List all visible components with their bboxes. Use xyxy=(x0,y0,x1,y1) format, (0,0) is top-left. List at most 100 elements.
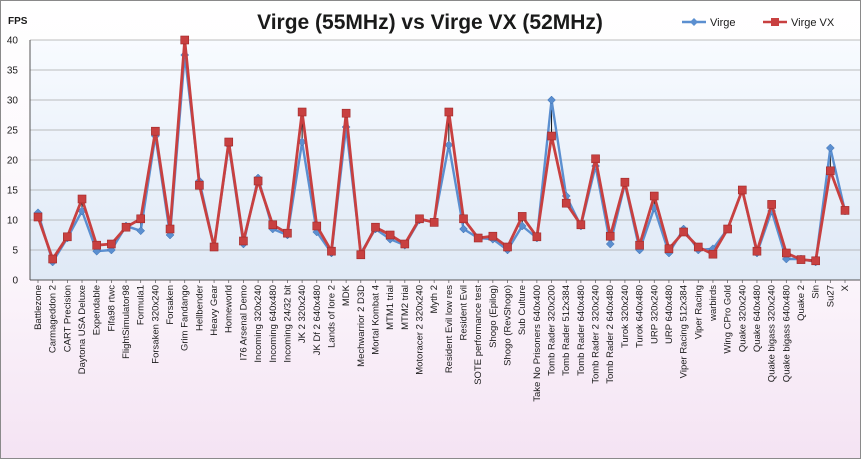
x-tick-label: warbirds xyxy=(708,285,719,322)
x-tick-label: Tomb Rader 2 320x240 xyxy=(591,285,602,384)
data-point-virge-vx xyxy=(224,137,234,147)
x-tick-label: Incoming 24/32 bit xyxy=(282,285,293,363)
y-tick-label: 5 xyxy=(12,246,18,257)
data-point-virge-vx xyxy=(840,206,850,215)
data-point-virge-vx xyxy=(356,250,366,260)
x-tick-label: Homeworld xyxy=(224,285,235,333)
x-tick-label: JK 2 320x240 xyxy=(297,285,308,343)
data-point-virge-vx xyxy=(121,222,131,232)
data-point-virge-vx xyxy=(737,185,747,195)
chart-title: Virge (55MHz) vs Virge VX (52MHz) xyxy=(257,11,603,34)
x-tick-label: Tomb Rader 320x200 xyxy=(547,285,558,376)
data-point-virge-vx xyxy=(620,177,630,187)
data-point-virge-vx xyxy=(547,131,556,141)
x-tick-label: Tomb Rader 2 640x480 xyxy=(605,285,616,384)
x-tick-label: Forsaken xyxy=(165,285,176,325)
y-tick-label: 10 xyxy=(7,216,19,227)
x-tick-label: Mortal Kombat 4 xyxy=(370,285,381,355)
data-point-virge-vx xyxy=(635,240,644,250)
x-tick-label: Expendable xyxy=(92,285,103,335)
x-tick-label: Motoracer 2 320x240 xyxy=(414,285,425,375)
data-point-virge-vx xyxy=(283,228,292,238)
data-point-virge-vx xyxy=(239,236,248,246)
data-point-virge-vx xyxy=(107,239,116,249)
data-point-virge-vx xyxy=(297,107,307,117)
x-tick-label: Fifa98 rtwc xyxy=(106,285,117,332)
data-point-virge xyxy=(825,143,835,153)
y-tick-label: 30 xyxy=(7,96,19,107)
x-tick-label: Incoming 320x240 xyxy=(253,285,264,363)
data-point-virge-vx xyxy=(811,256,820,266)
y-axis-ticks: 0 5 10 15 20 25 30 35 40 xyxy=(7,36,19,287)
y-tick-label: 0 xyxy=(12,276,18,287)
legend-label: Virge xyxy=(710,17,735,29)
data-point-virge-vx xyxy=(209,242,219,252)
data-point-virge-vx xyxy=(33,212,43,222)
series-layer xyxy=(33,35,850,267)
x-tick-label: Su27 xyxy=(825,285,836,307)
data-point-virge-vx xyxy=(488,231,498,241)
x-tick-label: Mechwarrior 2 D3D xyxy=(356,285,367,367)
legend-marker xyxy=(690,18,698,26)
x-tick-label: MDK xyxy=(341,284,352,306)
data-point-virge-vx xyxy=(136,214,146,224)
data-point-virge-vx xyxy=(165,224,175,234)
y-tick-label: 20 xyxy=(7,156,19,167)
x-tick-label: Battlezone xyxy=(33,285,44,330)
x-tick-label: MTM2 trial xyxy=(400,285,411,330)
x-tick-label: Tomb Rader 512x384 xyxy=(561,285,572,376)
x-tick-label: I76 Arsenal Demo xyxy=(238,285,249,361)
x-axis-ticks: Battlezone Carmageddon 2 CART Precision Day… xyxy=(33,280,851,402)
x-tick-label: Forsaken 320x240 xyxy=(150,285,161,364)
x-tick-label: Lands of lore 2 xyxy=(326,285,337,348)
data-point-virge xyxy=(605,239,615,249)
data-point-virge-vx xyxy=(664,244,674,254)
x-tick-label: Tomb Rader 640x480 xyxy=(576,285,587,376)
data-point-virge-vx xyxy=(767,200,776,209)
data-point-virge-vx xyxy=(649,191,659,201)
data-point-virge-vx xyxy=(195,180,204,190)
data-point-virge-vx xyxy=(752,246,762,256)
x-tick-label: SOTE performance test xyxy=(473,285,484,385)
x-tick-label: Sub Culture xyxy=(517,285,528,335)
data-point-virge-vx xyxy=(503,242,512,252)
data-point-virge-vx xyxy=(532,232,542,242)
x-tick-label: Daytona USA Deluxe xyxy=(77,285,88,374)
x-tick-label: Viper Racing 512x384 xyxy=(679,285,690,378)
data-point-virge xyxy=(547,95,556,105)
x-tick-label: Quake 640x480 xyxy=(752,285,763,352)
x-tick-label: X xyxy=(840,284,851,291)
x-tick-label: Quake bigass 320x240 xyxy=(767,285,778,382)
gridlines xyxy=(29,39,860,281)
data-point-virge-vx xyxy=(400,239,410,249)
data-point-virge-vx xyxy=(92,240,101,250)
x-tick-label: Hellbender xyxy=(194,285,205,331)
x-tick-label: Myth 2 xyxy=(429,285,440,314)
legend-marker xyxy=(771,18,779,26)
data-point-virge-vx xyxy=(796,255,806,264)
data-point-virge-vx xyxy=(723,224,732,234)
data-point-virge-vx xyxy=(782,248,791,258)
x-tick-label: Carmageddon 2 xyxy=(48,285,59,353)
data-point-virge-vx xyxy=(180,35,190,45)
y-tick-label: 25 xyxy=(7,126,19,137)
x-tick-label: Shogo (Epilog) xyxy=(488,285,499,348)
data-point-virge-vx xyxy=(312,221,322,231)
data-point-virge-vx xyxy=(385,230,395,240)
data-point-virge-vx xyxy=(415,214,424,224)
x-tick-label: Quake 320x240 xyxy=(737,285,748,352)
x-tick-label: URP 320x240 xyxy=(649,285,660,344)
data-point-virge-vx xyxy=(151,126,160,136)
data-point-virge xyxy=(459,224,468,234)
legend-item-virge: Virge xyxy=(682,17,735,29)
x-tick-label: JK Df 2 640x480 xyxy=(312,285,323,355)
data-point-virge-vx xyxy=(591,154,600,164)
x-tick-label: Quake 2 xyxy=(796,285,807,321)
data-point-virge-vx xyxy=(561,198,571,208)
data-point-virge-vx xyxy=(253,176,263,186)
data-point-virge-vx xyxy=(48,254,57,264)
data-point-virge-vx xyxy=(327,246,336,256)
data-point-virge-vx xyxy=(371,222,380,232)
data-point-virge-vx xyxy=(77,194,87,204)
